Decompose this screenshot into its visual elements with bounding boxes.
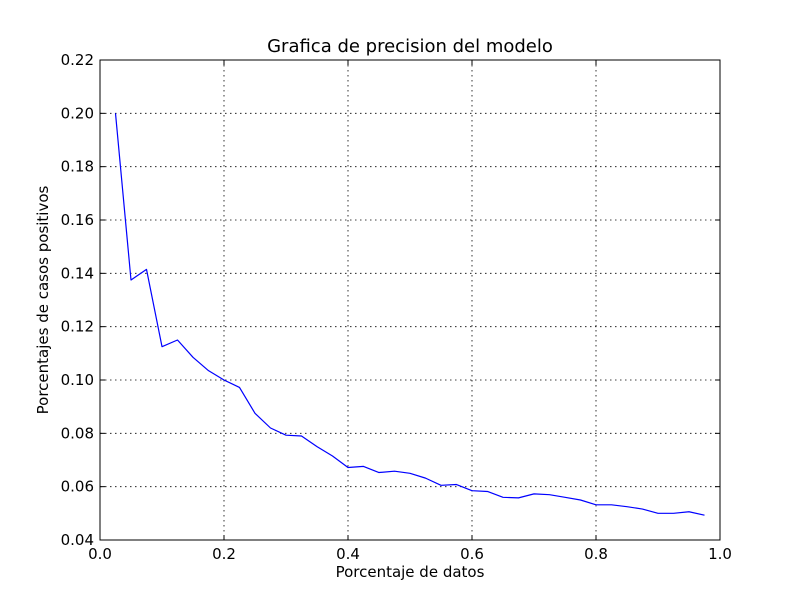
plot-area bbox=[99, 59, 721, 541]
x-tick-label: 0.2 bbox=[212, 545, 236, 563]
y-tick-label: 0.12 bbox=[61, 318, 94, 336]
x-tick-label: 0.8 bbox=[584, 545, 608, 563]
y-tick-label: 0.16 bbox=[61, 211, 94, 229]
y-tick-label: 0.10 bbox=[61, 371, 94, 389]
x-tick-label: 0.6 bbox=[460, 545, 484, 563]
x-tick-label: 1.0 bbox=[708, 545, 732, 563]
x-tick-label: 0.0 bbox=[88, 545, 112, 563]
x-axis-title: Porcentaje de datos bbox=[336, 563, 485, 581]
chart-title: Grafica de precision del modelo bbox=[267, 36, 553, 57]
y-tick-label: 0.06 bbox=[61, 478, 94, 496]
ticks: 0.0 0.2 0.4 0.6 0.8 1.0 0.04 0.06 0.08 0.10 0.12 0.… bbox=[61, 51, 732, 563]
plot-frame bbox=[99, 59, 721, 541]
y-tick-label: 0.08 bbox=[61, 424, 94, 442]
y-tick-label: 0.22 bbox=[61, 51, 94, 69]
y-tick-label: 0.20 bbox=[61, 104, 94, 122]
x-tick-label: 0.4 bbox=[336, 545, 360, 563]
series-line bbox=[114, 113, 705, 516]
y-tick-label: 0.04 bbox=[61, 531, 94, 549]
grid bbox=[100, 60, 720, 540]
y-axis-title: Porcentajes de casos positivos bbox=[34, 185, 52, 414]
series-group bbox=[114, 113, 705, 516]
y-tick-label: 0.14 bbox=[61, 264, 94, 282]
y-tick-label: 0.18 bbox=[61, 158, 94, 176]
